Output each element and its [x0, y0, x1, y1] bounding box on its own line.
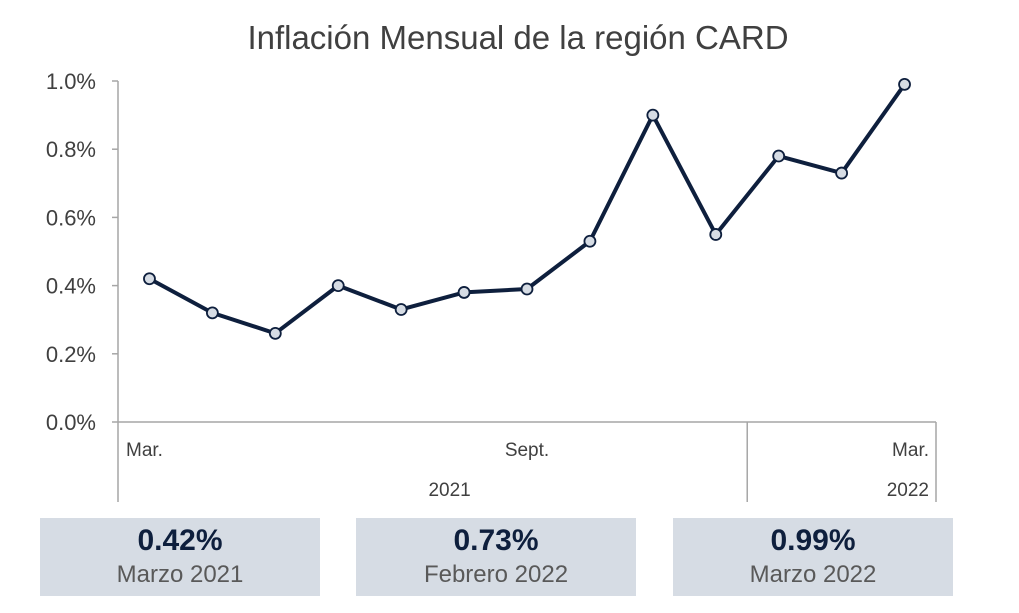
x-tick-label: Sept.	[505, 440, 549, 461]
data-point	[457, 286, 471, 299]
data-point	[394, 303, 408, 316]
stat-box-march-2022: 0.99% Marzo 2022	[673, 518, 953, 596]
y-tick-label: 0.4%	[46, 274, 96, 299]
stat-value: 0.99%	[770, 524, 856, 557]
stat-value: 0.73%	[453, 524, 539, 557]
stat-box-february-2022: 0.73% Febrero 2022	[356, 518, 636, 596]
stat-label: Marzo 2022	[749, 561, 877, 588]
plot-area	[143, 78, 911, 340]
data-point	[709, 228, 723, 241]
data-point	[205, 306, 219, 320]
y-tick-label: 0.2%	[46, 342, 96, 367]
data-point	[835, 166, 849, 180]
stat-value: 0.42%	[137, 524, 223, 557]
data-point	[772, 149, 786, 163]
x-year-label: 2022	[887, 480, 929, 501]
y-tick-label: 1.0%	[46, 69, 96, 94]
x-axis: Mar. Sept. Mar. 2021 2022	[118, 421, 937, 502]
y-tick-label: 0.6%	[46, 205, 96, 230]
series-line	[148, 83, 907, 336]
data-point	[646, 108, 660, 122]
stat-box-march-2021: 0.42% Marzo 2021	[40, 518, 320, 596]
x-tick-label: Mar.	[892, 440, 929, 461]
data-point	[898, 78, 911, 91]
y-tick-label: 0.8%	[46, 137, 96, 162]
stat-label: Marzo 2021	[116, 561, 244, 588]
data-point	[331, 279, 345, 293]
y-tick-label: 0.0%	[46, 410, 96, 435]
x-year-label: 2021	[428, 480, 470, 501]
data-point	[268, 326, 282, 340]
data-point	[520, 282, 534, 296]
y-axis: 0.0% 0.2% 0.4% 0.6% 0.8% 1.0%	[46, 69, 119, 502]
data-point	[143, 272, 156, 286]
data-point	[583, 234, 597, 248]
stat-label: Febrero 2022	[423, 561, 569, 588]
chart-title: Inflación Mensual de la región CARD	[247, 19, 788, 56]
inflation-chart: Inflación Mensual de la región CARD 0.0%…	[46, 19, 937, 502]
x-tick-label: Mar.	[126, 440, 163, 461]
